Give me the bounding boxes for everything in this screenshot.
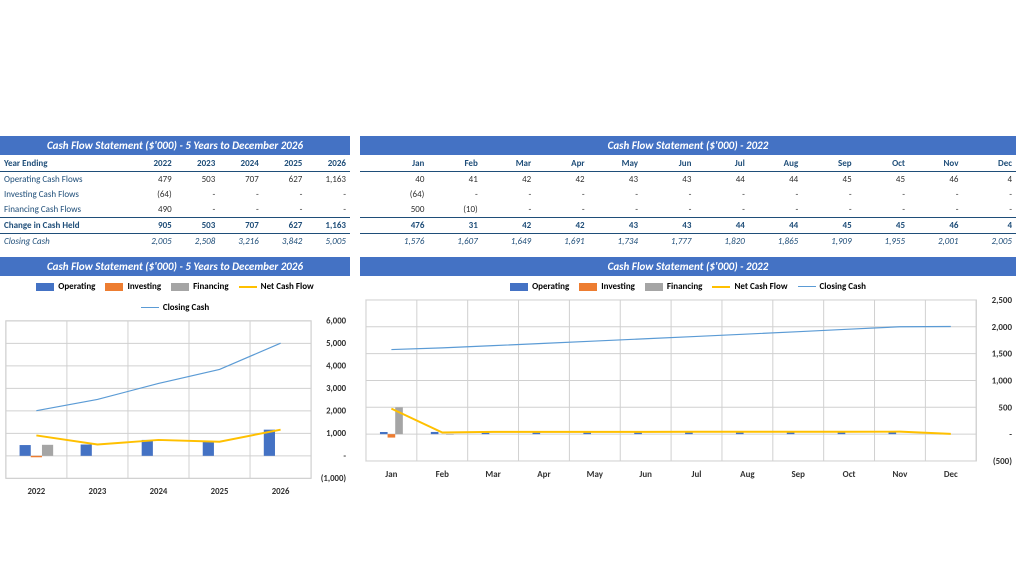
closing-row: 1,5761,6071,6491,6911,7341,7771,8201,865… — [360, 234, 1016, 250]
svg-text:6,000: 6,000 — [326, 317, 347, 327]
right-chart: (500) - 500 1,000 1,500 2,000 2,500 Jan Feb Mar Ap… — [360, 294, 1016, 483]
top-spacer — [0, 8, 1016, 136]
left-table-header-row: Year Ending 2022 2023 2024 2025 2026 — [0, 156, 350, 172]
svg-text:2024: 2024 — [150, 487, 168, 497]
svg-text:2022: 2022 — [28, 487, 46, 497]
left-column: Cash Flow Statement ($'000) - 5 Years to… — [0, 136, 350, 500]
svg-text:5,000: 5,000 — [326, 339, 347, 349]
svg-text:Nov: Nov — [892, 469, 908, 480]
left-chart-block: Cash Flow Statement ($'000) - 5 Years to… — [0, 257, 350, 500]
year-ending-label: Year Ending — [0, 156, 132, 172]
left-chart: (1,000) - 1,000 2,000 3,000 4,000 5,000 6,000 20… — [0, 315, 350, 500]
chart-legend: OperatingInvestingFinancingNet Cash Flow… — [360, 277, 1016, 294]
svg-text:Jan: Jan — [385, 469, 397, 480]
table-row: 500(10)---------- — [360, 202, 1016, 218]
svg-text:May: May — [587, 469, 604, 480]
change-row: Change in Cash Held9055037076271,163 — [0, 218, 350, 234]
chart-legend: OperatingInvestingFinancingNet Cash Flow… — [0, 277, 350, 315]
sheet: Cash Flow Statement ($'000) - 5 Years to… — [0, 136, 1016, 500]
svg-text:-: - — [343, 452, 346, 462]
svg-text:Oct: Oct — [843, 469, 856, 480]
svg-text:Dec: Dec — [944, 469, 958, 480]
table-row: (64)----------- — [360, 187, 1016, 202]
svg-text:Sep: Sep — [791, 469, 805, 480]
table-row: Investing Cash Flows(64)---- — [0, 187, 350, 202]
right-column: Cash Flow Statement ($'000) - 2022 JanFe… — [360, 136, 1016, 500]
table-row: Financing Cash Flows490---- — [0, 202, 350, 218]
svg-text:1,000: 1,000 — [326, 429, 347, 439]
svg-text:Jun: Jun — [639, 469, 652, 480]
svg-text:(500): (500) — [993, 456, 1012, 467]
svg-text:1,000: 1,000 — [992, 375, 1013, 386]
svg-text:(1,000): (1,000) — [321, 474, 347, 484]
change-row: 476314242434344444545464 — [360, 218, 1016, 234]
table-row: 40414242434344444545464 — [360, 172, 1016, 188]
svg-text:-: - — [1009, 429, 1012, 440]
svg-text:1,500: 1,500 — [992, 349, 1013, 360]
svg-text:2026: 2026 — [272, 487, 290, 497]
right-chart-block: Cash Flow Statement ($'000) - 2022 Opera… — [360, 257, 1016, 483]
svg-text:2,000: 2,000 — [326, 407, 347, 417]
svg-text:2,500: 2,500 — [992, 295, 1013, 306]
svg-text:Feb: Feb — [436, 469, 449, 480]
left-table: Year Ending 2022 2023 2024 2025 2026 Ope… — [0, 156, 350, 249]
svg-text:2,000: 2,000 — [992, 322, 1013, 333]
svg-text:500: 500 — [998, 402, 1012, 413]
svg-text:3,000: 3,000 — [326, 384, 347, 394]
right-table-title: Cash Flow Statement ($'000) - 2022 — [360, 136, 1016, 155]
right-chart-title: Cash Flow Statement ($'000) - 2022 — [360, 257, 1016, 276]
right-table: JanFebMarAprMayJunJulAugSepOctNovDec4041… — [360, 156, 1016, 249]
svg-text:4,000: 4,000 — [326, 362, 347, 372]
table-row: Operating Cash Flows4795037076271,163 — [0, 172, 350, 188]
svg-text:Jul: Jul — [692, 469, 702, 480]
left-chart-title: Cash Flow Statement ($'000) - 5 Years to… — [0, 257, 350, 276]
left-table-title: Cash Flow Statement ($'000) - 5 Years to… — [0, 136, 350, 155]
svg-text:Apr: Apr — [537, 469, 551, 480]
closing-row: Closing Cash2,0052,5083,2163,8425,005 — [0, 234, 350, 250]
svg-text:2025: 2025 — [211, 487, 229, 497]
svg-text:2023: 2023 — [89, 487, 107, 497]
svg-text:Aug: Aug — [740, 469, 755, 480]
svg-text:Mar: Mar — [485, 469, 501, 480]
